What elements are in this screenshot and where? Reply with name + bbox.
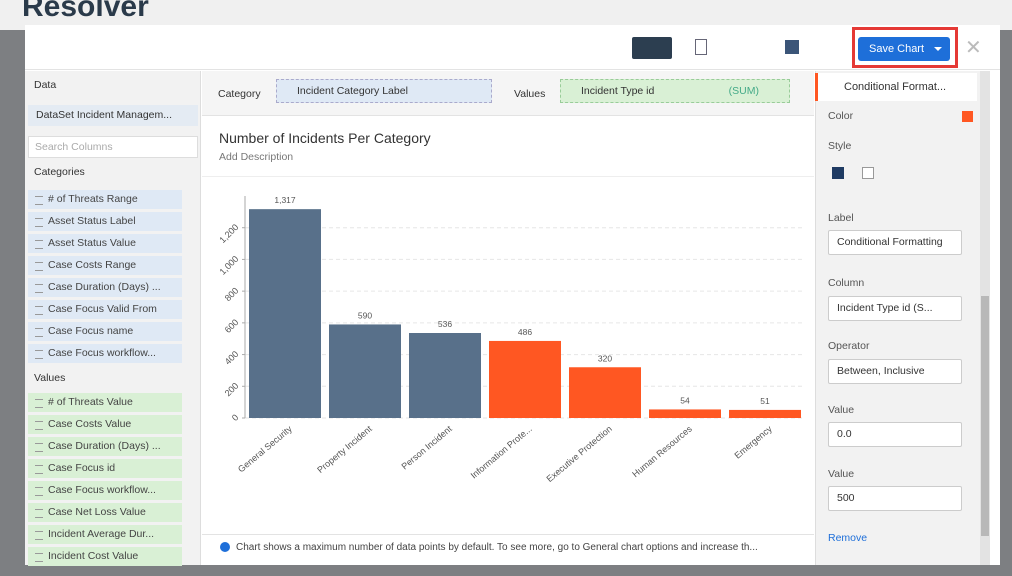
column-select[interactable]: Incident Type id (S... [828,296,962,321]
notice-bar [202,534,814,565]
field-label: Label [828,212,854,224]
column-item[interactable]: Asset Status Value [28,234,182,253]
chart: 0 200 400 600 800 1,000 1,200 1,317 General Secu… [217,195,805,484]
field-label: Style [828,140,852,152]
field-label: Operator [828,340,870,352]
save-chart-button[interactable]: Save Chart [858,37,950,61]
highlight-box [852,27,958,68]
field-label: Category [218,88,261,100]
column-item[interactable]: Case Net Loss Value [28,503,182,522]
field-name[interactable]: Incident Type id [581,85,655,97]
style-outline[interactable] [862,167,874,179]
info-icon [220,542,230,552]
chart-subtitle[interactable]: Add Description [219,151,294,163]
bar [489,340,561,418]
label-input[interactable]: Conditional Formatting [828,230,962,255]
tool-icon[interactable] [785,40,799,54]
dataset[interactable]: DataSet Incident Managem... [28,105,198,126]
scroll-thumb[interactable] [981,296,989,536]
value-input[interactable]: 0.0 [828,422,962,447]
toolbar: Save Chart ✕ [25,25,1000,70]
bar [329,324,401,418]
bar [649,409,721,418]
button-label[interactable]: Save Chart [869,43,925,55]
column-item[interactable]: Case Focus name [28,322,182,341]
x-tick-label: Human Resources [630,423,694,479]
style-fill[interactable] [832,167,844,179]
column-item[interactable]: Case Costs Range [28,256,182,275]
field-label: Values [514,88,546,100]
y-tick-label: 600 [223,317,241,335]
bar [729,409,801,418]
dropdown-caret[interactable] [934,47,942,55]
remove-link[interactable]: Remove [828,532,868,544]
placeholder[interactable]: Search Columns [35,141,113,153]
y-tick-label: 1,000 [217,254,240,277]
y-tick-label: 800 [223,285,241,303]
mode-toggle[interactable] [632,37,672,59]
bar [569,367,641,418]
chart-title: Number of Incidents Per Category [219,130,431,146]
search-input[interactable]: Search Columns [28,136,198,158]
brand: Resolver [22,0,149,23]
data-label: 536 [438,319,452,329]
y-tick-label: 200 [223,381,241,399]
value-input[interactable]: 500 [828,486,962,511]
operator-select[interactable]: Between, Inclusive [828,359,962,384]
data-label: 54 [680,395,690,405]
values-field[interactable]: Incident Type id (SUM) [560,79,790,103]
data-label: 590 [358,310,372,320]
column-item[interactable]: Case Costs Value [28,415,182,434]
bar [409,333,481,418]
y-tick-label: 1,200 [217,222,240,245]
category-field[interactable]: Incident Category Label [276,79,492,103]
panel-heading: Data [34,79,57,91]
notice: Chart shows a maximum number of data poi… [236,542,758,553]
x-tick-label: Person Incident [399,423,454,471]
column-item[interactable]: Case Focus workflow... [28,344,182,363]
aggregation[interactable]: (SUM) [728,85,759,97]
x-tick-label: Information Prote... [469,424,534,481]
close-button[interactable]: ✕ [965,37,982,59]
data-label: 486 [518,327,532,337]
column-item[interactable]: Case Duration (Days) ... [28,437,182,456]
x-tick-label: Property Incident [315,423,374,475]
divider [202,176,814,177]
column-item[interactable]: Case Duration (Days) ... [28,278,182,297]
section-heading: Categories [34,166,85,178]
column-item[interactable]: Asset Status Label [28,212,182,231]
column-item[interactable]: Incident Cost Value [28,547,182,566]
column-item[interactable]: Incident Average Dur... [28,525,182,544]
y-tick-label: 0 [230,412,241,423]
color-swatch[interactable] [962,111,973,122]
x-tick-label: Emergency [733,423,775,460]
column-item[interactable]: Case Focus workflow... [28,481,182,500]
column-item[interactable]: # of Threats Range [28,190,182,209]
field-label: Value [828,404,855,416]
data-label: 1,317 [274,195,296,205]
scrollbar[interactable] [980,71,990,565]
column-item[interactable]: # of Threats Value [28,393,182,412]
field-label: Color [828,110,854,122]
y-tick-label: 400 [223,349,241,367]
column-item[interactable]: Case Focus Valid From [28,300,182,319]
field-label: Value [828,468,855,480]
bar [249,209,321,418]
data-label: 51 [760,396,770,406]
section-heading: Values [34,372,66,384]
column-item[interactable]: Case Focus id [28,459,182,478]
field-label: Column [828,277,865,289]
x-tick-label: Executive Protection [545,424,614,484]
x-tick-label: General Security [236,423,294,474]
data-label: 320 [598,353,612,363]
format-header[interactable]: Conditional Format... [815,73,977,101]
tool-icon[interactable] [695,39,707,55]
